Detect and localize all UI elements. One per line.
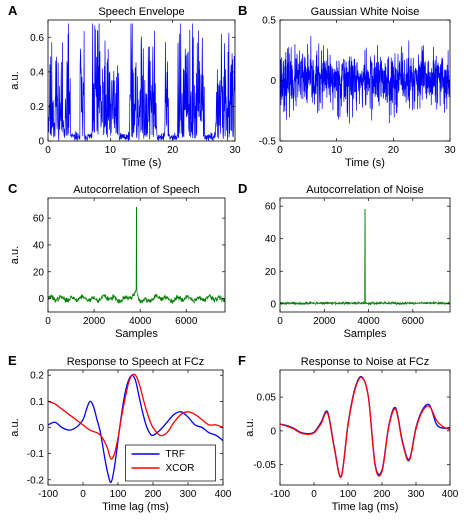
x-tick-label: 0 [80,489,86,500]
x-tick-label: 2000 [83,316,106,327]
y-tick-label: -0.5 [259,137,277,148]
x-tick-label: 300 [408,489,425,500]
y-tick-label: 0 [270,299,276,310]
panel-f-frame [279,369,451,486]
y-tick-label: 0.1 [30,397,44,408]
panel-e-series-trf [48,374,223,484]
y-tick-label: 0.6 [30,33,44,44]
panel-letter-e: E [8,353,17,368]
x-tick-label: 0 [277,145,283,156]
panel-a-series-1 [48,23,235,141]
panel-b-series-1 [280,35,450,124]
y-tick-label: 40 [265,234,277,245]
x-tick-label: 4000 [129,316,152,327]
panel-e-ylabel: a.u. [9,418,21,436]
x-tick-label: 10 [331,145,343,156]
panel-c-frame [47,197,226,313]
panel-letter-f: F [238,353,246,368]
y-tick-label: 0 [270,76,276,87]
x-tick-label: 400 [215,489,232,500]
x-tick-label: 300 [180,489,197,500]
panel-d-title: Autocorrelation of Noise [306,184,423,196]
x-tick-label: 0 [45,316,51,327]
y-tick-label: 0.2 [30,102,44,113]
legend-entry: XCOR [166,463,195,474]
panel-e-title: Response to Speech at FCz [67,356,205,368]
y-tick-label: -0.05 [253,460,276,471]
x-tick-label: 4000 [357,316,380,327]
panel-a-frame [47,19,236,142]
panel-e-xlabel: Time lag (ms) [102,501,169,513]
x-tick-label: 100 [110,489,127,500]
legend-entry: TRF [166,449,185,460]
y-tick-label: 0.05 [257,393,277,404]
x-tick-label: 200 [374,489,391,500]
panel-d-xlabel: Samples [344,328,387,340]
y-tick-label: 0.4 [30,67,44,78]
x-tick-label: 10 [105,145,117,156]
panel-f-title: Response to Noise at FCz [301,356,429,368]
y-tick-label: 40 [33,240,45,251]
y-tick-label: 60 [33,214,45,225]
x-tick-label: -100 [270,489,290,500]
x-tick-label: 400 [442,489,459,500]
x-tick-label: 100 [340,489,357,500]
x-tick-label: 30 [229,145,241,156]
y-tick-label: 20 [33,267,45,278]
panel-d-series-1 [280,209,450,306]
y-tick-label: 0.5 [262,16,276,27]
x-tick-label: 2000 [313,316,336,327]
x-tick-label: 20 [167,145,179,156]
y-tick-label: -0.1 [27,449,45,460]
y-tick-label: 0 [38,137,44,148]
y-tick-label: 60 [265,202,277,213]
panel-f-xlabel: Time lag (ms) [332,501,399,513]
x-tick-label: 200 [145,489,162,500]
panel-a-xlabel: Time (s) [122,157,162,169]
panel-c-series-1 [48,207,225,305]
x-tick-label: 0 [45,145,51,156]
y-tick-label: 0 [38,294,44,305]
panel-c-ylabel: a.u. [9,246,21,264]
legend-box [125,444,216,482]
panel-f-ylabel: a.u. [244,418,256,436]
panel-letter-a: A [8,3,18,18]
y-tick-label: 0 [270,426,276,437]
x-tick-label: -100 [38,489,58,500]
panel-a-title: Speech Envelope [98,6,184,18]
panel-a-ylabel: a.u. [9,71,21,89]
panel-letter-b: B [238,3,247,18]
x-tick-label: 20 [388,145,400,156]
panel-f-series-1 [280,375,450,478]
panel-b-title: Gaussian White Noise [311,6,420,18]
x-tick-label: 6000 [402,316,425,327]
panel-f-series-2 [280,376,450,478]
y-tick-label: 0 [38,423,44,434]
y-tick-label: -0.2 [27,475,45,486]
x-tick-label: 0 [311,489,317,500]
x-tick-label: 0 [277,316,283,327]
panel-d-frame [279,197,451,313]
x-tick-label: 6000 [175,316,198,327]
panel-letter-d: D [238,181,247,196]
panel-c-title: Autocorrelation of Speech [73,184,200,196]
panel-b-xlabel: Time (s) [345,157,385,169]
y-tick-label: 0.2 [30,371,44,382]
panel-e-series-xcor [48,373,223,460]
panel-c-xlabel: Samples [115,328,158,340]
y-tick-label: 20 [265,267,277,278]
panel-letter-c: C [8,181,18,196]
x-tick-label: 30 [444,145,456,156]
